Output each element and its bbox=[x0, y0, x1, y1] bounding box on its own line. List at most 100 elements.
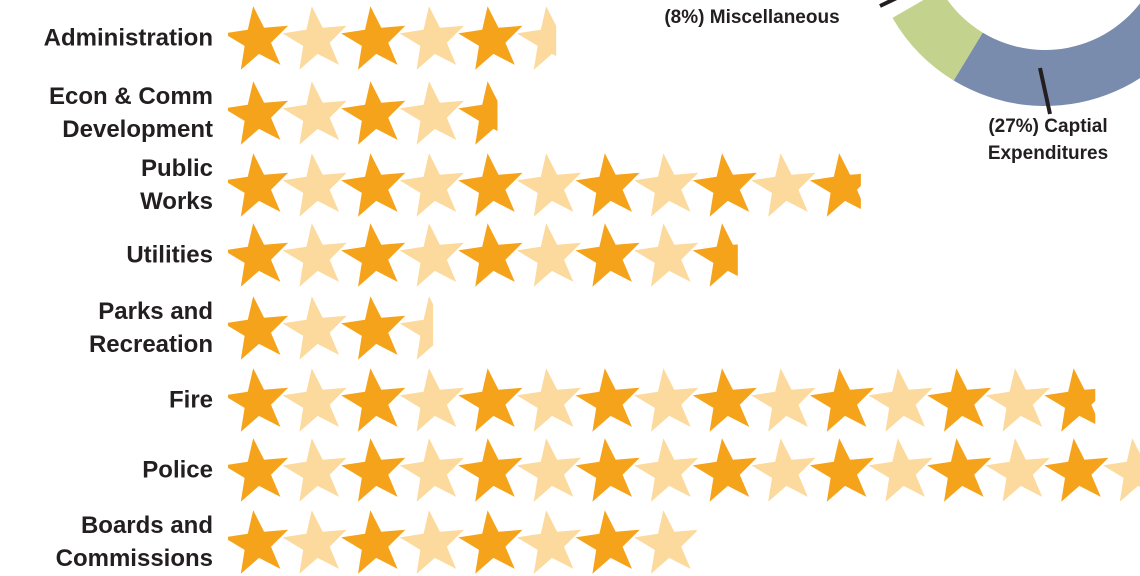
star bbox=[458, 438, 523, 502]
star bbox=[634, 510, 697, 574]
star bbox=[341, 223, 406, 287]
star bbox=[282, 81, 347, 145]
star bbox=[282, 296, 347, 360]
star bbox=[575, 223, 640, 287]
star bbox=[341, 438, 406, 502]
star-row bbox=[228, 368, 1096, 432]
star bbox=[282, 6, 347, 70]
star bbox=[341, 6, 406, 70]
slice-label: (27%) Captial Expenditures bbox=[988, 113, 1108, 167]
star bbox=[399, 153, 464, 217]
star bbox=[228, 81, 289, 145]
star bbox=[692, 368, 757, 432]
star bbox=[809, 153, 861, 217]
leader-line bbox=[1038, 67, 1052, 115]
star bbox=[282, 510, 347, 574]
star bbox=[282, 153, 347, 217]
star bbox=[399, 81, 464, 145]
star bbox=[516, 223, 582, 287]
star bbox=[399, 296, 434, 360]
slice-value-label: (27%) bbox=[988, 116, 1040, 137]
star bbox=[634, 223, 699, 287]
star bbox=[692, 438, 757, 502]
star bbox=[228, 296, 289, 360]
slice-name: Miscellaneous bbox=[709, 7, 840, 28]
star bbox=[399, 6, 464, 70]
star bbox=[1044, 438, 1109, 502]
pie-slice bbox=[892, 0, 983, 81]
star bbox=[228, 153, 289, 217]
category-label: Police bbox=[142, 456, 213, 484]
star bbox=[927, 368, 992, 432]
star bbox=[575, 438, 640, 502]
star bbox=[634, 153, 699, 217]
star bbox=[341, 510, 406, 574]
category-label: Fire bbox=[168, 386, 213, 414]
star bbox=[516, 6, 557, 70]
star bbox=[341, 296, 406, 360]
star bbox=[809, 368, 875, 432]
star bbox=[399, 368, 464, 432]
star bbox=[1102, 438, 1140, 502]
star bbox=[751, 153, 816, 217]
star bbox=[282, 223, 347, 287]
star-row bbox=[228, 153, 861, 217]
star bbox=[868, 368, 933, 432]
star-row bbox=[228, 510, 697, 574]
slice-value-label: (8%) bbox=[664, 7, 705, 28]
category-label: Boards and Commissions bbox=[55, 512, 213, 572]
star-row bbox=[228, 6, 557, 70]
slice-name: Captial Expenditures bbox=[987, 116, 1109, 164]
star bbox=[985, 368, 1050, 432]
star bbox=[809, 438, 875, 502]
star bbox=[751, 438, 816, 502]
star bbox=[985, 438, 1050, 502]
star-row bbox=[228, 223, 738, 287]
category-label: Econ & Comm Development bbox=[48, 83, 213, 143]
leader-line bbox=[879, 0, 898, 8]
star-row bbox=[228, 81, 498, 145]
star bbox=[458, 510, 523, 574]
category-label: Public Works bbox=[140, 155, 213, 215]
slice-label: (8%) Miscellaneous bbox=[664, 4, 839, 31]
star bbox=[575, 153, 640, 217]
star bbox=[282, 438, 347, 502]
star bbox=[228, 438, 289, 502]
star bbox=[341, 153, 406, 217]
star bbox=[634, 368, 699, 432]
star bbox=[575, 510, 640, 574]
star-row bbox=[228, 296, 434, 360]
category-label: Administration bbox=[43, 24, 213, 52]
star bbox=[399, 223, 464, 287]
star bbox=[458, 6, 523, 70]
star bbox=[516, 438, 582, 502]
star bbox=[282, 368, 347, 432]
star bbox=[516, 510, 582, 574]
star bbox=[341, 81, 406, 145]
star bbox=[228, 510, 289, 574]
star bbox=[228, 368, 289, 432]
star bbox=[228, 6, 289, 70]
star-row bbox=[228, 438, 1140, 502]
star bbox=[341, 368, 406, 432]
star bbox=[228, 223, 289, 287]
star bbox=[458, 81, 498, 145]
star bbox=[458, 153, 523, 217]
star bbox=[868, 438, 933, 502]
star bbox=[575, 368, 640, 432]
star bbox=[1044, 368, 1096, 432]
star bbox=[516, 153, 582, 217]
star bbox=[692, 223, 738, 287]
star bbox=[692, 153, 757, 217]
star bbox=[399, 510, 464, 574]
star bbox=[927, 438, 992, 502]
star bbox=[751, 368, 816, 432]
category-label: Parks and Recreation bbox=[88, 298, 213, 358]
star bbox=[458, 223, 523, 287]
star bbox=[634, 438, 699, 502]
category-label: Utilities bbox=[126, 241, 213, 269]
star bbox=[458, 368, 523, 432]
star bbox=[516, 368, 582, 432]
